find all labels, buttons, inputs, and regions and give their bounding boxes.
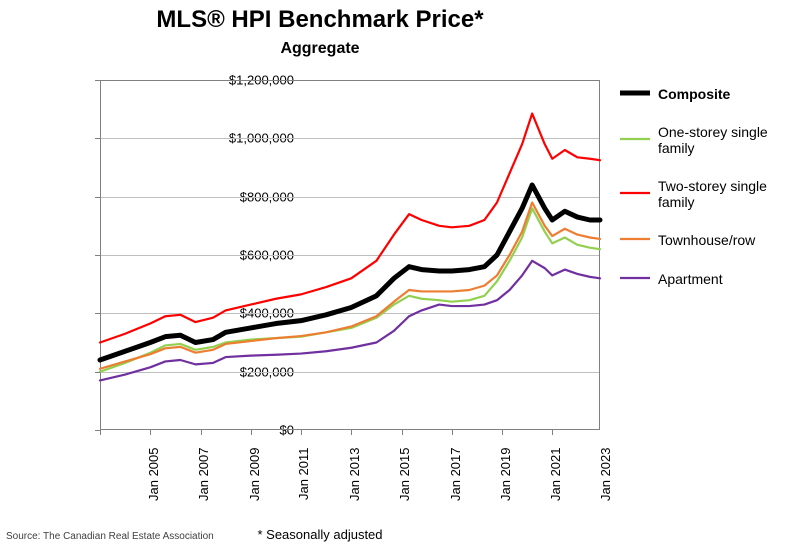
- x-tick-label: Jan 2005: [146, 448, 161, 502]
- legend-swatch: [620, 271, 650, 287]
- chart-subtitle: Aggregate: [0, 40, 640, 58]
- x-tick-label: Jan 2009: [247, 448, 262, 502]
- x-tick-mark: [502, 430, 503, 435]
- x-tick-mark: [100, 430, 101, 435]
- chart-source: Source: The Canadian Real Estate Associa…: [6, 531, 214, 542]
- chart-title: MLS® HPI Benchmark Price*: [0, 6, 640, 34]
- legend-label: Townhouse/row: [658, 232, 790, 248]
- x-tick-label: Jan 2013: [347, 448, 362, 502]
- y-tick-mark: [95, 138, 100, 139]
- y-tick-mark: [95, 255, 100, 256]
- legend-label: Composite: [658, 86, 790, 102]
- legend-item: Two-storey single family: [620, 178, 790, 210]
- x-tick-mark: [351, 430, 352, 435]
- legend-swatch: [620, 232, 650, 248]
- x-tick-label: Jan 2021: [548, 448, 563, 502]
- legend: Composite One-storey single family Two-sto…: [620, 86, 790, 309]
- legend-swatch: [620, 86, 650, 102]
- y-tick-mark: [95, 430, 100, 431]
- x-tick-mark: [301, 430, 302, 435]
- legend-item: Townhouse/row: [620, 232, 790, 248]
- x-tick-mark: [201, 430, 202, 435]
- x-tick-label: Jan 2023: [598, 448, 613, 502]
- x-tick-mark: [402, 430, 403, 435]
- x-tick-label: Jan 2007: [196, 448, 211, 502]
- legend-swatch: [620, 186, 650, 202]
- y-tick-mark: [95, 80, 100, 81]
- x-tick-label: Jan 2019: [498, 448, 513, 502]
- legend-item: One-storey single family: [620, 124, 790, 156]
- y-tick-mark: [95, 313, 100, 314]
- legend-label: One-storey single family: [658, 124, 790, 156]
- x-tick-mark: [251, 430, 252, 435]
- x-tick-label: Jan 2017: [448, 448, 463, 502]
- x-tick-label: Jan 2015: [397, 448, 412, 502]
- plot-area: [100, 80, 600, 430]
- legend-item: Apartment: [620, 271, 790, 287]
- chart-container: MLS® HPI Benchmark Price* Aggregate $0$2…: [0, 0, 800, 548]
- legend-label: Apartment: [658, 271, 790, 287]
- legend-label: Two-storey single family: [658, 178, 790, 210]
- x-tick-mark: [552, 430, 553, 435]
- y-tick-mark: [95, 372, 100, 373]
- legend-swatch: [620, 132, 650, 148]
- y-tick-mark: [95, 197, 100, 198]
- legend-item: Composite: [620, 86, 790, 102]
- line-series-svg: [100, 80, 600, 430]
- x-tick-mark: [452, 430, 453, 435]
- x-tick-label: Jan 2011: [296, 448, 311, 501]
- x-tick-mark: [150, 430, 151, 435]
